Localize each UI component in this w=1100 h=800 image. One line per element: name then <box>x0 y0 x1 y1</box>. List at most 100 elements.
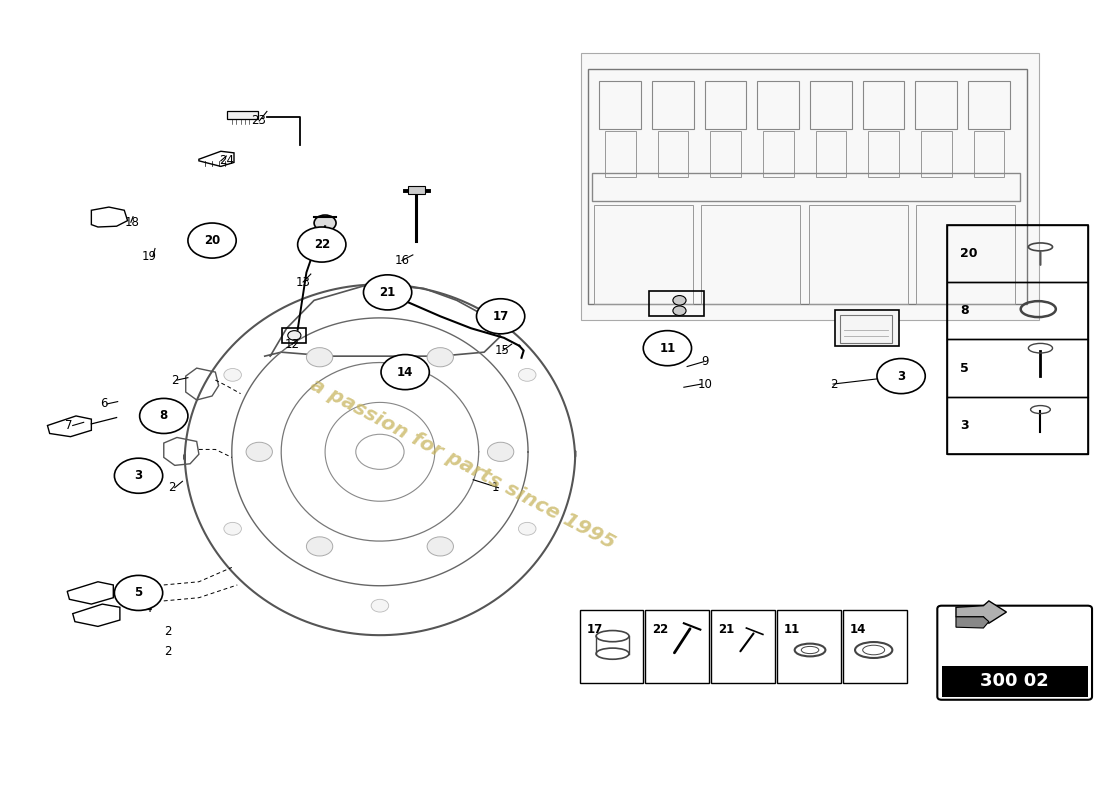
Circle shape <box>288 330 301 340</box>
Text: 10: 10 <box>698 378 713 390</box>
Bar <box>839 314 892 342</box>
Text: 1: 1 <box>492 481 499 494</box>
Circle shape <box>673 306 686 315</box>
Bar <box>947 397 1088 454</box>
Text: 3: 3 <box>134 470 143 482</box>
Text: 6: 6 <box>100 398 108 410</box>
Bar <box>588 69 1027 304</box>
Text: 7: 7 <box>65 419 73 432</box>
Text: 16: 16 <box>394 254 409 267</box>
Bar <box>921 130 952 177</box>
Bar <box>835 310 899 346</box>
Circle shape <box>114 458 163 494</box>
Circle shape <box>188 223 236 258</box>
Circle shape <box>246 442 273 462</box>
Bar <box>947 225 1088 454</box>
Text: 5: 5 <box>960 362 969 374</box>
Bar <box>646 610 710 683</box>
Bar <box>947 225 1088 282</box>
Circle shape <box>644 330 692 366</box>
Text: 14: 14 <box>397 366 414 378</box>
Text: 21: 21 <box>379 286 396 299</box>
Circle shape <box>673 295 686 305</box>
Bar <box>777 610 840 683</box>
Bar <box>711 130 741 177</box>
Bar <box>815 130 846 177</box>
Bar <box>702 205 800 304</box>
Circle shape <box>427 537 453 556</box>
Circle shape <box>224 522 241 535</box>
Bar <box>942 666 1088 697</box>
Circle shape <box>224 369 241 382</box>
Bar <box>968 81 1010 129</box>
Circle shape <box>518 522 536 535</box>
Text: 20: 20 <box>204 234 220 247</box>
Text: 2: 2 <box>164 625 172 638</box>
Circle shape <box>518 369 536 382</box>
Circle shape <box>379 283 399 297</box>
Text: 9: 9 <box>702 355 708 368</box>
Text: 5: 5 <box>134 586 143 599</box>
Circle shape <box>355 434 404 470</box>
Polygon shape <box>956 601 1006 623</box>
Text: a passion for parts since 1995: a passion for parts since 1995 <box>307 375 618 553</box>
Text: 23: 23 <box>252 114 266 127</box>
Circle shape <box>140 398 188 434</box>
Bar <box>658 130 689 177</box>
Bar <box>763 130 793 177</box>
Text: 2: 2 <box>829 378 837 390</box>
Bar <box>808 205 908 304</box>
Bar <box>600 81 641 129</box>
Text: 4: 4 <box>144 602 152 615</box>
Bar <box>947 282 1088 339</box>
Bar <box>580 610 644 683</box>
Text: 2: 2 <box>168 481 176 494</box>
Text: 11: 11 <box>659 342 675 354</box>
Bar <box>915 81 957 129</box>
Circle shape <box>307 537 332 556</box>
Circle shape <box>877 358 925 394</box>
Circle shape <box>114 575 163 610</box>
Bar <box>974 130 1004 177</box>
Text: 24: 24 <box>219 154 233 167</box>
Text: 3: 3 <box>896 370 905 382</box>
Text: 22: 22 <box>652 623 669 636</box>
Text: 22: 22 <box>314 238 330 251</box>
Bar <box>652 81 694 129</box>
Bar <box>594 205 693 304</box>
Circle shape <box>363 275 411 310</box>
Text: 14: 14 <box>849 623 866 636</box>
Bar <box>605 130 636 177</box>
Text: 20: 20 <box>960 247 978 260</box>
Text: 12: 12 <box>285 338 299 350</box>
Text: 18: 18 <box>124 216 140 229</box>
Bar <box>283 328 307 342</box>
Bar <box>649 290 704 316</box>
Bar <box>758 81 799 129</box>
Text: 2: 2 <box>172 374 179 386</box>
Text: 17: 17 <box>493 310 508 322</box>
Text: 21: 21 <box>718 623 734 636</box>
Text: 11: 11 <box>783 623 800 636</box>
Circle shape <box>371 291 388 304</box>
Bar <box>843 610 906 683</box>
Bar <box>705 81 747 129</box>
Text: 15: 15 <box>495 344 510 357</box>
Text: 13: 13 <box>296 275 310 289</box>
Text: 8: 8 <box>160 410 168 422</box>
Bar <box>810 81 851 129</box>
Text: 300 02: 300 02 <box>980 673 1049 690</box>
Bar <box>228 111 258 119</box>
Text: 19: 19 <box>142 250 157 263</box>
Circle shape <box>307 348 332 366</box>
FancyBboxPatch shape <box>937 606 1092 700</box>
Bar <box>947 339 1088 397</box>
Circle shape <box>371 599 388 612</box>
Circle shape <box>298 227 345 262</box>
Circle shape <box>315 215 336 231</box>
Bar <box>592 173 1020 201</box>
Text: 17: 17 <box>586 623 603 636</box>
Circle shape <box>476 298 525 334</box>
Bar <box>862 81 904 129</box>
Bar <box>712 610 774 683</box>
